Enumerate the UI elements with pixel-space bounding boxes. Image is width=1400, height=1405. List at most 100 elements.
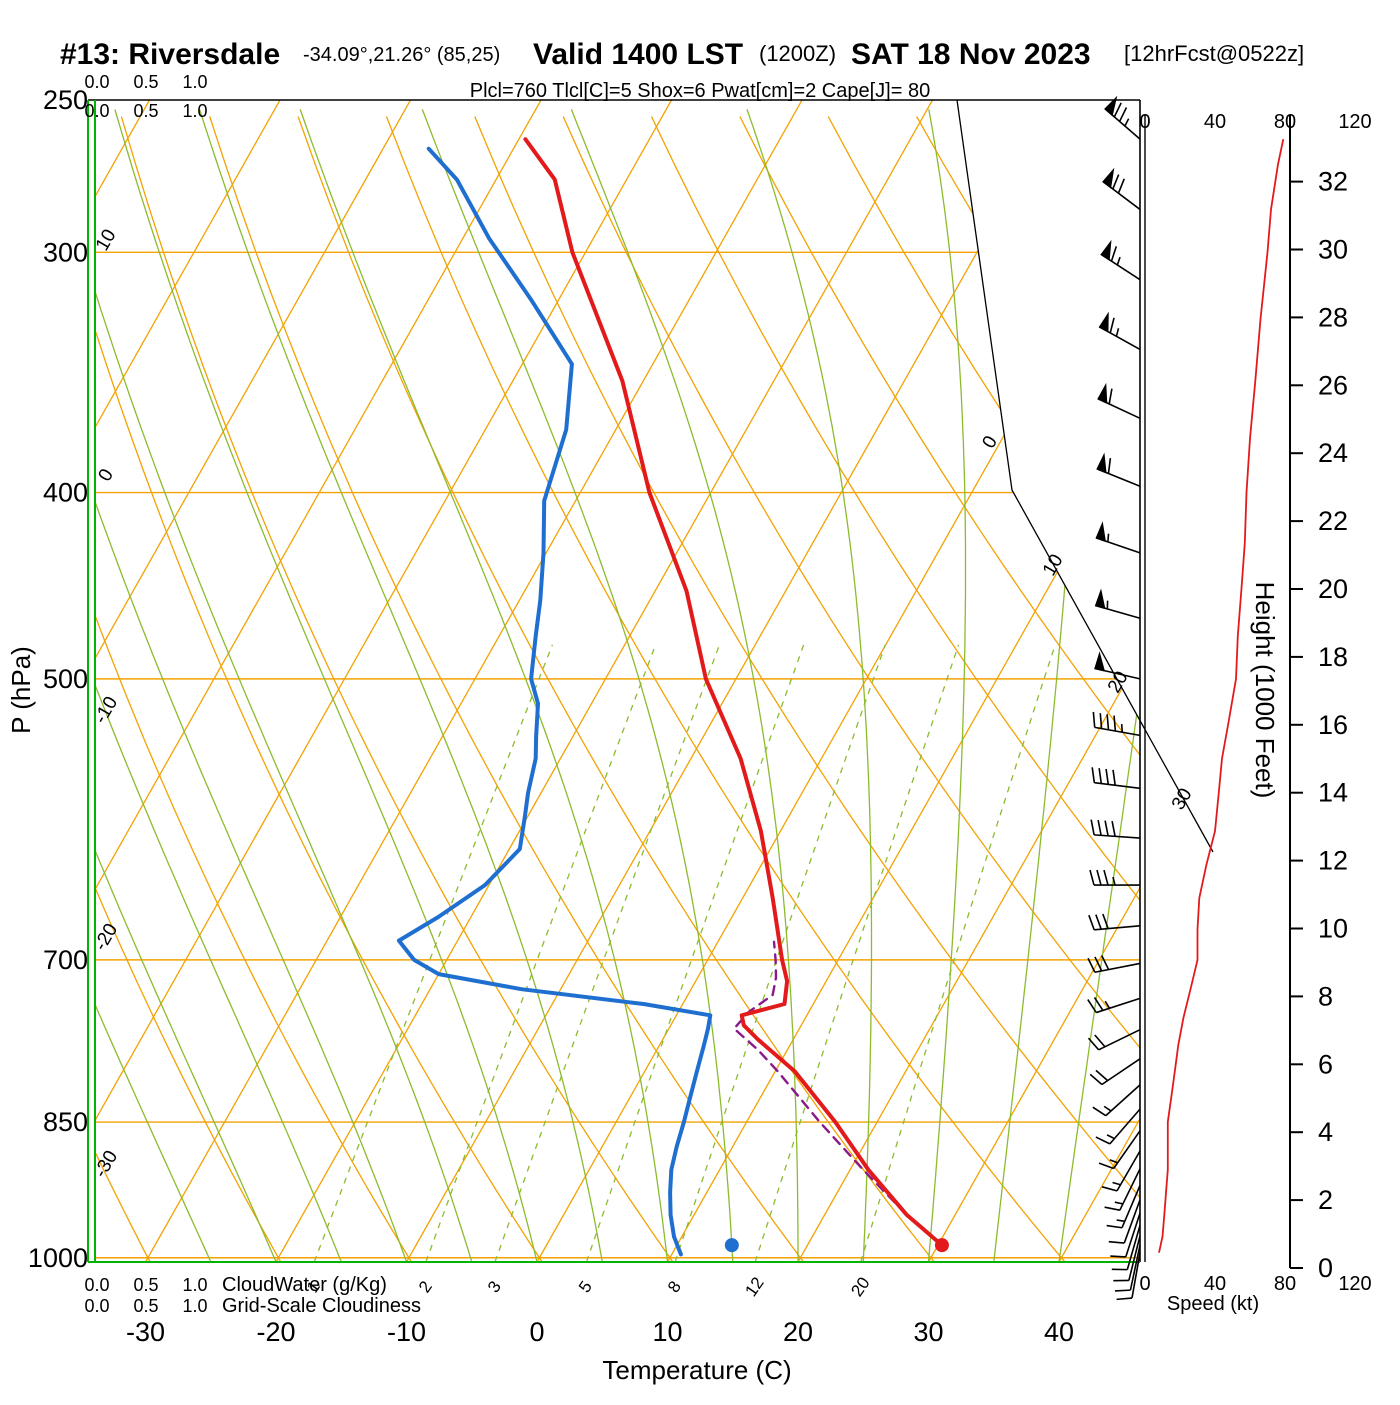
height-tick-label: 28 [1318, 302, 1348, 332]
temperature-curve [525, 139, 942, 1245]
wind-barb [1088, 1030, 1140, 1050]
pressure-axis-label: P (hPa) [6, 646, 36, 734]
isotherm-label-diagonal: 10 [1039, 551, 1068, 580]
pressure-tick-label: 400 [43, 478, 88, 508]
cloud-scale-tick: 0.0 [84, 72, 109, 92]
height-tick-label: 32 [1318, 167, 1348, 197]
mixing-ratio-label: 3 [484, 1278, 505, 1297]
speed-tick-label: 40 [1204, 111, 1226, 133]
height-tick-label: 18 [1318, 642, 1348, 672]
isotherm-label-left: 10 [92, 226, 121, 255]
height-tick-label: 6 [1318, 1049, 1333, 1079]
wind-barb [1096, 591, 1140, 618]
valid-zulu: (1200Z) [759, 41, 836, 66]
pressure-tick-label: 300 [43, 237, 88, 267]
cloud-scale-tick: 1.0 [182, 72, 207, 92]
mixing-ratio-label: 8 [664, 1278, 685, 1297]
speed-tick-label: 0 [1139, 1273, 1150, 1295]
speed-tick-label: 120 [1338, 1273, 1371, 1295]
height-tick-label: 4 [1318, 1117, 1333, 1147]
height-tick-label: 16 [1318, 710, 1348, 740]
cloudiness-label: Grid-Scale Cloudiness [222, 1295, 421, 1317]
wind-barb [1090, 870, 1140, 885]
height-axis-label: Height (1000 Feet) [1250, 582, 1280, 799]
isotherm-label-diagonal: 0 [978, 432, 1001, 452]
height-tick-label: 12 [1318, 846, 1348, 876]
temperature-tick-label: -30 [126, 1317, 165, 1347]
temperature-tick-label: 30 [913, 1317, 943, 1347]
speed-tick-label: 120 [1338, 111, 1371, 133]
cloud-scale-tick: 0.0 [84, 101, 109, 121]
speed-tick-label: 80 [1274, 1273, 1296, 1295]
wind-barb [1100, 314, 1140, 349]
height-tick-label: 0 [1318, 1253, 1333, 1283]
wind-barbs [1088, 98, 1140, 1299]
mixing-ratio-label: 20 [847, 1274, 873, 1300]
temperature-axis-label: Temperature (C) [602, 1355, 791, 1385]
temperature-tick-label: 0 [529, 1317, 544, 1347]
temperature-tick-label: -20 [256, 1317, 295, 1347]
valid-time: Valid 1400 LST [533, 38, 743, 71]
height-tick-label: 22 [1318, 506, 1348, 536]
wind-barb [1103, 170, 1140, 209]
pressure-tick-label: 250 [43, 85, 88, 115]
wind-barb [1097, 524, 1140, 553]
cloud-scale-tick: 0.0 [84, 1275, 109, 1295]
wind-barb [1092, 767, 1140, 788]
mixing-ratio-label: 12 [741, 1274, 767, 1300]
sounding-profiles [399, 139, 942, 1254]
pressure-tick-label: 850 [43, 1107, 88, 1137]
cloud-scale-tick: 0.5 [133, 1296, 158, 1316]
station-title: #13: Riversdale [60, 38, 280, 71]
pressure-tick-label: 700 [43, 945, 88, 975]
wind-barb [1097, 455, 1140, 486]
station-coords: -34.09°,21.26° (85,25) [303, 44, 500, 66]
mixing-ratio-label: 2 [415, 1278, 436, 1297]
pressure-tick-label: 1000 [28, 1243, 88, 1273]
temperature-tick-label: 20 [783, 1317, 813, 1347]
speed-tick-label: 40 [1204, 1273, 1226, 1295]
pressure-tick-label: 500 [43, 664, 88, 694]
stability-indices: Plcl=760 Tlcl[C]=5 Shox=6 Pwat[cm]=2 Cap… [470, 80, 930, 102]
speed-tick-label: 80 [1274, 111, 1296, 133]
cloud-scale-tick: 0.0 [84, 1296, 109, 1316]
height-tick-label: 2 [1318, 1185, 1333, 1215]
height-tick-label: 26 [1318, 370, 1348, 400]
height-tick-label: 14 [1318, 778, 1348, 808]
valid-date: SAT 18 Nov 2023 [851, 38, 1091, 71]
cloud-scale-tick: 1.0 [182, 1296, 207, 1316]
cloud-scale-tick: 1.0 [182, 101, 207, 121]
parcel-path-curve [734, 942, 942, 1245]
height-tick-label: 20 [1318, 574, 1348, 604]
cloud-scale-tick: 0.5 [133, 1275, 158, 1295]
cloud-scale-tick: 1.0 [182, 1275, 207, 1295]
wind-barb [1088, 956, 1140, 973]
cloud-scale-tick: 0.5 [133, 72, 158, 92]
cloudwater-label: CloudWater (g/Kg) [222, 1274, 387, 1296]
speed-tick-label: 0 [1139, 111, 1150, 133]
isotherm-label-left: 0 [94, 465, 117, 485]
wind-barb [1105, 98, 1140, 139]
height-tick-label: 10 [1318, 914, 1348, 944]
isotherm-label-diagonal: 30 [1168, 785, 1197, 814]
forecast-tag: [12hrFcst@0522z] [1124, 41, 1304, 66]
wind-barb [1101, 243, 1140, 280]
temperature-tick-label: 10 [652, 1317, 682, 1347]
wind-barb [1089, 914, 1140, 930]
surface-dewpoint-dot [725, 1238, 739, 1252]
speed-axis-label: Speed (kt) [1167, 1293, 1259, 1315]
wind-barb [1091, 820, 1140, 838]
plot-borders [88, 100, 1213, 1262]
temperature-tick-label: -10 [387, 1317, 426, 1347]
wind-barb [1098, 386, 1140, 419]
height-tick-label: 8 [1318, 981, 1333, 1011]
skewt-grid [0, 100, 1400, 1262]
temperature-tick-label: 40 [1044, 1317, 1074, 1347]
height-tick-label: 30 [1318, 235, 1348, 265]
wind-barb [1093, 1085, 1140, 1116]
dewpoint-curve [399, 149, 710, 1255]
